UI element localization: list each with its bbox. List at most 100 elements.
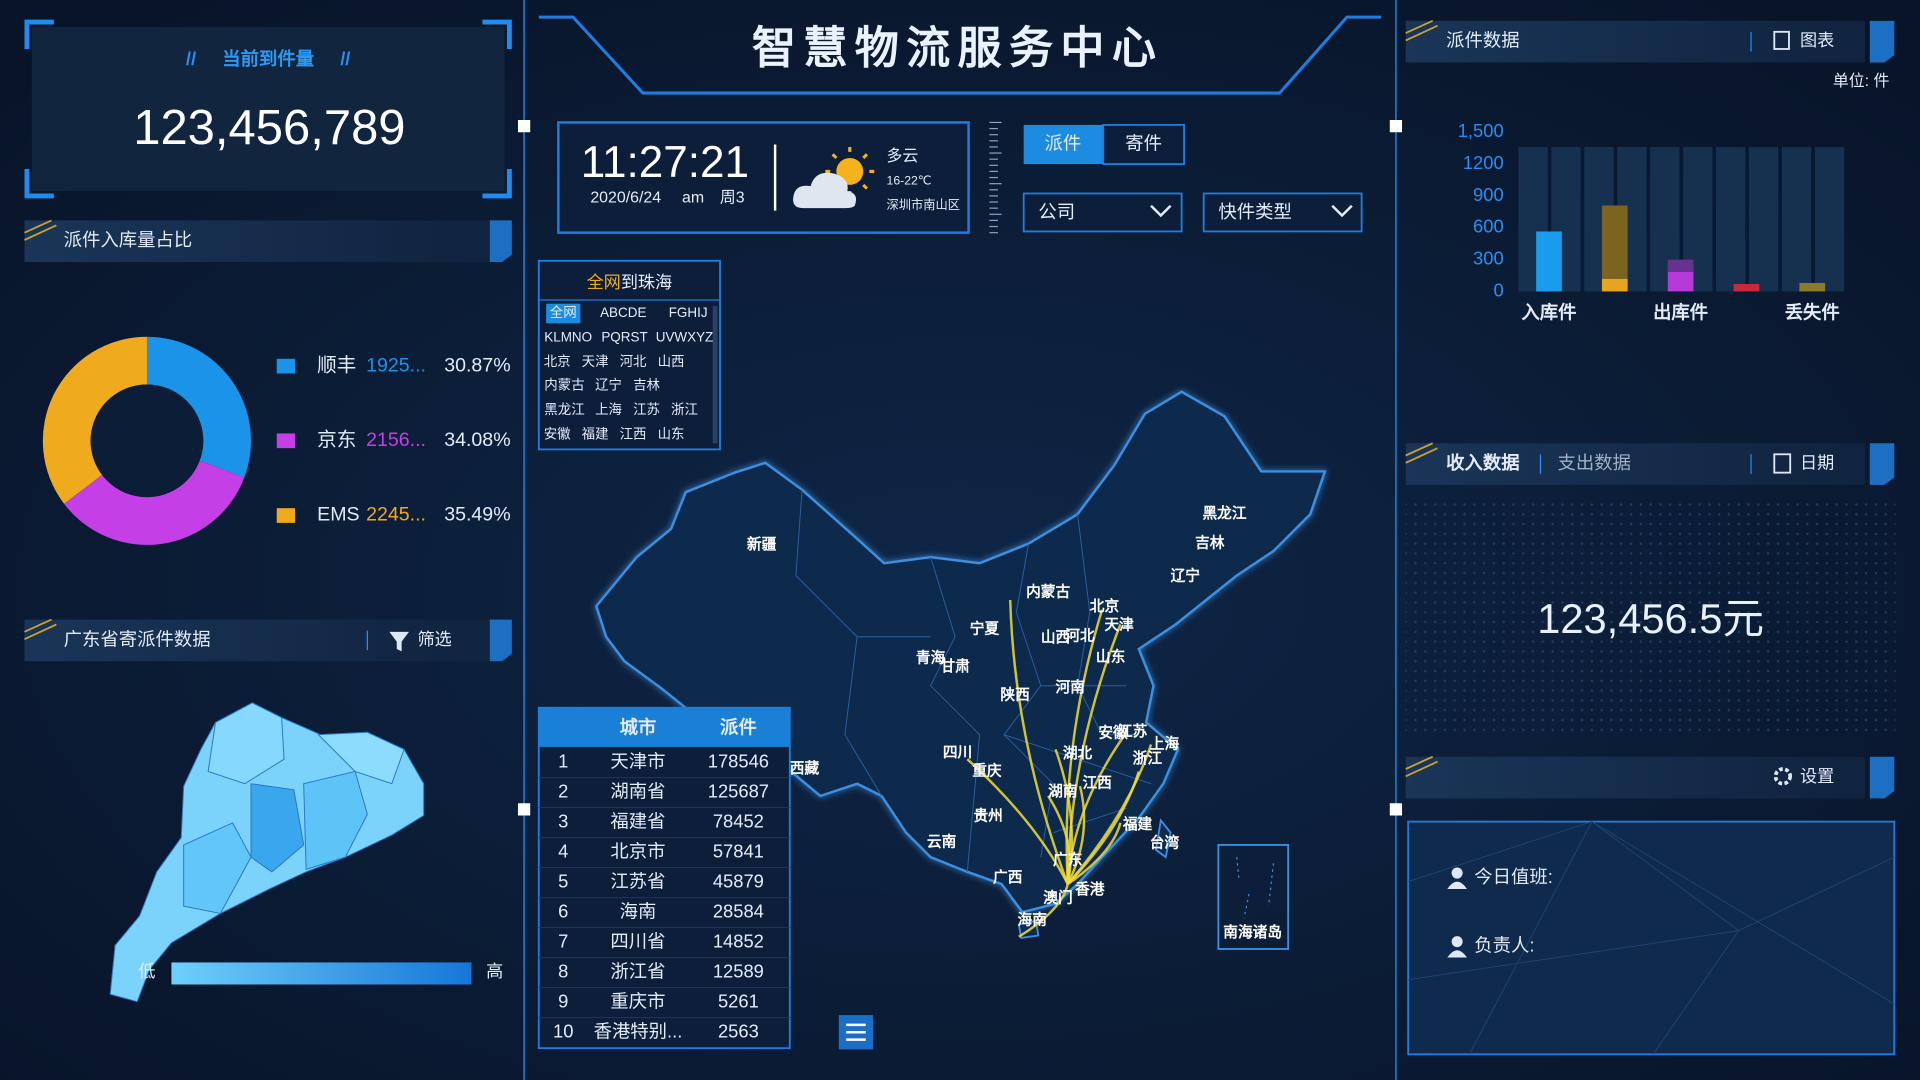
legend-swatch bbox=[276, 358, 296, 374]
letter-tab[interactable]: ABCDE bbox=[600, 305, 646, 320]
letter-tab[interactable]: PQRST bbox=[601, 330, 647, 345]
province-option[interactable]: 安徽 bbox=[544, 426, 571, 441]
letter-tab[interactable]: UVWXYZ bbox=[656, 330, 714, 345]
dropdown-label[interactable]: 快件类型 bbox=[1218, 201, 1291, 222]
count: 5261 bbox=[718, 991, 759, 1012]
province-option[interactable]: 内蒙古 bbox=[544, 377, 584, 392]
region bbox=[250, 783, 305, 873]
city: 重庆市 bbox=[610, 991, 665, 1012]
weather-condition: 多云 bbox=[887, 147, 919, 165]
province-label: 湖北 bbox=[1063, 745, 1093, 762]
province-option[interactable]: 浙江 bbox=[671, 402, 698, 417]
province-label: 浙江 bbox=[1133, 749, 1163, 767]
province-label: 台湾 bbox=[1150, 834, 1180, 852]
province-label: 黑龙江 bbox=[1202, 504, 1246, 522]
cloud bbox=[793, 172, 857, 209]
rank: 6 bbox=[558, 901, 568, 922]
network-lines bbox=[1408, 821, 1895, 1055]
settings-icon[interactable] bbox=[1773, 767, 1793, 786]
letter-tab[interactable]: FGHIJ bbox=[669, 305, 708, 320]
province-option[interactable]: 河北 bbox=[620, 354, 647, 369]
region bbox=[183, 822, 252, 915]
province-option[interactable]: 山西 bbox=[658, 354, 685, 369]
province-option[interactable]: 福建 bbox=[582, 426, 609, 441]
region bbox=[207, 702, 285, 785]
province-label: 河北 bbox=[1065, 627, 1095, 645]
count: 125687 bbox=[708, 781, 769, 802]
legend-swatch bbox=[276, 508, 296, 523]
province-label: 吉林 bbox=[1195, 534, 1225, 552]
settings-button[interactable]: 设置 bbox=[1800, 766, 1834, 786]
header-stripes bbox=[1405, 442, 1438, 464]
province-option[interactable]: 北京 bbox=[544, 354, 571, 369]
calendar-icon[interactable] bbox=[1773, 453, 1792, 474]
dropdown-label[interactable]: 公司 bbox=[1038, 201, 1075, 222]
column-header: 派件 bbox=[720, 716, 757, 737]
letter-tab[interactable]: KLMNO bbox=[544, 330, 592, 345]
date-button[interactable]: 日期 bbox=[1800, 453, 1834, 473]
tab-label[interactable]: 派件 bbox=[1044, 132, 1081, 153]
chart-icon[interactable] bbox=[1773, 30, 1790, 50]
clock-weekday: 周3 bbox=[720, 190, 745, 207]
dropdown[interactable] bbox=[1202, 192, 1363, 233]
icon-head bbox=[1451, 867, 1463, 879]
panel-title: 广东省寄派件数据 bbox=[64, 628, 211, 649]
count: 45879 bbox=[713, 871, 764, 892]
finance-tab-active[interactable]: 收入数据 bbox=[1446, 452, 1519, 473]
separator-node bbox=[1389, 120, 1403, 133]
dropdown[interactable] bbox=[1022, 192, 1183, 233]
chevron[interactable] bbox=[1331, 204, 1353, 218]
column-background bbox=[1716, 146, 1746, 292]
panel-header: 广东省寄派件数据 筛选 bbox=[24, 618, 512, 662]
flow-line bbox=[1067, 822, 1122, 886]
y-tick-label: 1200 bbox=[1463, 152, 1504, 173]
province-label: 青海 bbox=[916, 649, 946, 667]
chevron[interactable] bbox=[1150, 204, 1172, 218]
column-background bbox=[1748, 146, 1779, 292]
header-tab bbox=[489, 619, 512, 662]
legend-low: 低 bbox=[138, 961, 155, 981]
finance-tab[interactable]: 支出数据 bbox=[1558, 452, 1631, 473]
province-label: 广东 bbox=[1053, 851, 1083, 869]
inset-islands bbox=[1236, 857, 1275, 919]
flow-line bbox=[1066, 771, 1140, 885]
count: 12589 bbox=[713, 961, 764, 982]
scrollbar[interactable] bbox=[712, 306, 718, 444]
header-tab bbox=[1869, 20, 1895, 63]
y-tick-label: 300 bbox=[1473, 247, 1504, 268]
tab-active[interactable] bbox=[1023, 124, 1104, 165]
bar-chart: 0 300 600 900 1200 1,500 入库件 出库件 丢失件 bbox=[1458, 120, 1845, 322]
color-scale bbox=[171, 962, 472, 985]
donut-hole bbox=[90, 384, 204, 498]
tab[interactable] bbox=[1102, 123, 1185, 165]
province-option[interactable]: 辽宁 bbox=[595, 376, 622, 392]
unit-label: 单位: 件 bbox=[1833, 72, 1890, 90]
header-band bbox=[1405, 443, 1865, 485]
province-option[interactable]: 江苏 bbox=[633, 402, 660, 417]
province-option[interactable]: 天津 bbox=[582, 354, 609, 369]
filter-button[interactable]: 筛选 bbox=[418, 629, 452, 649]
province-label: 西藏 bbox=[790, 759, 820, 777]
filter-icon[interactable] bbox=[389, 631, 409, 652]
bar-segment bbox=[1601, 205, 1628, 279]
province-option[interactable]: 吉林 bbox=[633, 377, 660, 392]
province-option[interactable]: 江西 bbox=[620, 426, 647, 441]
decoration: // bbox=[340, 48, 350, 69]
province-label: 宁夏 bbox=[970, 619, 1000, 637]
legend-name: 京东 bbox=[317, 429, 356, 451]
dot-pattern bbox=[1405, 502, 1896, 735]
legend-name: EMS bbox=[317, 504, 359, 526]
province-option[interactable]: 黑龙江 bbox=[544, 402, 584, 417]
province-option[interactable]: 山东 bbox=[658, 426, 685, 441]
tab-label[interactable]: 寄件 bbox=[1125, 132, 1162, 153]
menu-icon[interactable] bbox=[846, 1023, 866, 1041]
province-option[interactable]: 上海 bbox=[595, 402, 622, 417]
flow-line bbox=[1066, 785, 1086, 885]
count: 78452 bbox=[713, 811, 764, 832]
province-label: 澳门 bbox=[1043, 889, 1072, 907]
letter-tab[interactable]: 全网 bbox=[550, 304, 577, 320]
chart-button[interactable]: 图表 bbox=[1800, 30, 1834, 50]
column-header: 城市 bbox=[620, 716, 657, 737]
rank: 9 bbox=[558, 991, 568, 1012]
